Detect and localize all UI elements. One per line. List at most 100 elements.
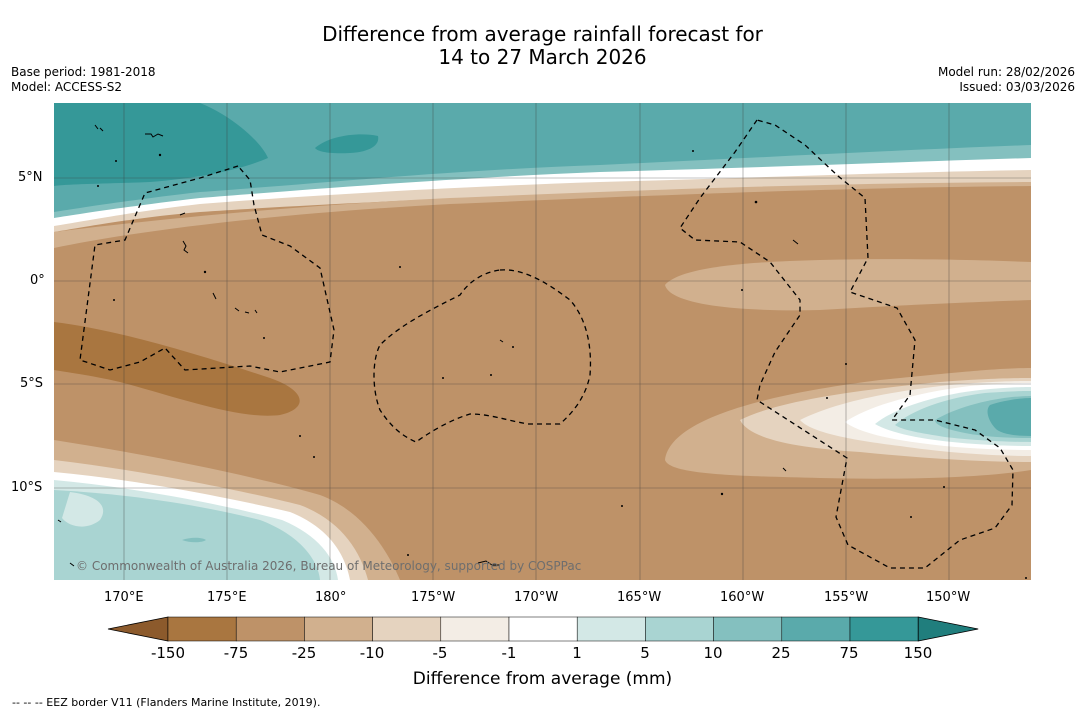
atoll	[754, 200, 758, 204]
atoll	[263, 337, 265, 339]
meta-right: Model run: 28/02/2026 Issued: 03/03/2026	[938, 65, 1075, 95]
lon-tick-label: 170°W	[514, 590, 559, 605]
field-south-wet-inner	[62, 492, 104, 527]
colorbar-swatch	[304, 616, 373, 642]
colorbar-swatch	[508, 616, 578, 642]
colorbar-swatch	[167, 616, 237, 642]
colorbar-label: -10	[359, 644, 385, 662]
colorbar-label: 75	[839, 644, 859, 662]
field-dry-strong-west	[54, 322, 300, 416]
atoll	[313, 456, 315, 458]
eez-border-west	[79, 165, 335, 373]
eez-border-central	[373, 269, 592, 443]
colorbar-swatch	[576, 616, 646, 642]
island	[57, 519, 75, 567]
atoll	[115, 160, 117, 162]
lon-tick-label: 175°E	[207, 590, 247, 605]
field-north-wet-mid	[54, 103, 1031, 212]
map-copyright: © Commonwealth of Australia 2026, Bureau…	[76, 559, 581, 573]
atoll	[910, 516, 912, 518]
atolls	[97, 150, 1027, 579]
lat-tick-label: 10°S	[11, 480, 43, 495]
colorbar-label: -1	[501, 644, 517, 662]
island	[94, 124, 104, 132]
atoll	[741, 289, 743, 291]
atoll	[158, 153, 162, 157]
field-north-wet-patch	[315, 134, 379, 154]
field-north-wet-strong	[54, 103, 268, 186]
colorbar-label: -75	[223, 644, 249, 662]
atoll	[442, 377, 444, 379]
lon-tick-label: 170°E	[104, 590, 144, 605]
colorbar-label: 25	[771, 644, 791, 662]
meta-left: Base period: 1981-2018 Model: ACCESS-S2	[11, 65, 156, 95]
colorbar-swatch	[235, 616, 305, 642]
field-se-wet-core	[987, 398, 1031, 436]
lat-tick-label: 5°S	[20, 376, 44, 391]
map-fields	[54, 103, 1031, 580]
atoll	[407, 554, 409, 556]
eez-footnote: -- -- -- EEZ border V11 (Flanders Marine…	[12, 696, 321, 709]
atoll	[943, 486, 945, 488]
field-south-wet-patch	[182, 537, 206, 543]
colorbar-swatch	[849, 616, 919, 642]
issued-date: Issued: 03/03/2026	[959, 80, 1075, 94]
island	[477, 560, 500, 566]
colorbar-label: 10	[703, 644, 723, 662]
atoll	[720, 492, 724, 496]
lon-tick-label: 150°W	[926, 590, 971, 605]
colorbar-label: 1	[572, 644, 582, 662]
colorbar-label: -150	[150, 644, 186, 662]
title-line-2: 14 to 27 March 2026	[438, 45, 647, 69]
atoll	[113, 299, 115, 301]
eez-border-east	[679, 119, 1014, 569]
lon-tick-label: 155°W	[824, 590, 869, 605]
island	[782, 239, 799, 472]
atoll	[826, 397, 828, 399]
colorbar-swatch	[713, 616, 783, 642]
colorbar-title: Difference from average (mm)	[412, 669, 673, 689]
colorbar-swatch	[440, 616, 510, 642]
lon-tick-label: 175°W	[411, 590, 456, 605]
island	[212, 292, 258, 314]
model-name: Model: ACCESS-S2	[11, 80, 123, 94]
field-south-wet	[54, 490, 320, 580]
colorbar-swatch	[645, 616, 714, 642]
field-tan-equator-east	[665, 259, 1031, 311]
atoll	[203, 270, 207, 274]
lon-tick-label: 180°	[315, 590, 347, 605]
atoll	[621, 505, 623, 507]
field-tan-band-north	[54, 182, 1031, 248]
model-run: Model run: 28/02/2026	[937, 65, 1075, 79]
colorbar-label: -5	[432, 644, 448, 662]
lon-tick-label: 160°W	[720, 590, 765, 605]
colorbar-label: 150	[903, 644, 933, 662]
lon-tick-label: 165°W	[617, 590, 662, 605]
islands	[57, 124, 799, 567]
colorbar-extend-high	[917, 616, 979, 642]
atoll	[512, 346, 514, 348]
atoll	[399, 266, 401, 268]
atoll	[490, 374, 492, 376]
colorbar-swatch	[372, 616, 442, 642]
colorbar-label: 5	[640, 644, 650, 662]
lat-tick-label: 0°	[30, 273, 45, 288]
colorbar-extend-low	[107, 616, 169, 642]
eez-borders	[79, 119, 1014, 569]
atoll	[845, 363, 847, 365]
atoll	[299, 435, 301, 437]
title-line-1: Difference from average rainfall forecas…	[322, 22, 763, 46]
colorbar-swatch	[781, 616, 851, 642]
base-period: Base period: 1981-2018	[11, 65, 156, 79]
atoll	[692, 150, 694, 152]
colorbar	[107, 616, 979, 642]
atoll	[97, 185, 99, 187]
island	[145, 133, 164, 138]
colorbar-label: -25	[291, 644, 317, 662]
atoll	[1025, 577, 1027, 579]
island	[182, 240, 189, 254]
island	[499, 339, 504, 343]
island	[179, 212, 186, 216]
lat-tick-label: 5°N	[18, 170, 43, 185]
